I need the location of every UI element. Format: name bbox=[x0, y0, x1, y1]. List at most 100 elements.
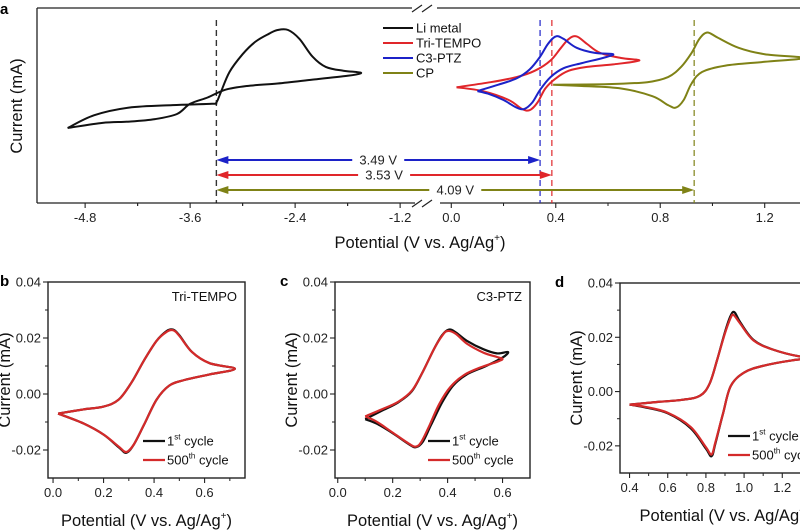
voltage-gap-label: 3.49 V bbox=[359, 153, 397, 168]
x-axis-title-main: Potential (V vs. Ag/Ag bbox=[347, 512, 507, 530]
legend-label-li-metal: Li metal bbox=[416, 21, 462, 36]
legend-label-1st-cycle: 1st cycle bbox=[752, 428, 799, 444]
panel-c: c 0.0 0.2 0.4 0.6 -0.02 0.00 0.02 0.04 C3-PTZ 1st … bbox=[280, 273, 531, 530]
y-tick-label: 0.00 bbox=[588, 384, 613, 399]
y-tick-label: 0.04 bbox=[588, 276, 613, 291]
x-axis-title-sup: + bbox=[221, 511, 227, 522]
panel-a-voltage-arrows: 3.49 V3.53 V 4.09 V bbox=[216, 153, 695, 198]
x-tick-label: 0.6 bbox=[493, 485, 511, 500]
x-tick-label: 0.8 bbox=[697, 480, 715, 495]
panel-letter-d: d bbox=[555, 274, 564, 291]
y-axis-title: Current (mA) bbox=[568, 330, 586, 425]
x-axis-title: Potential (V vs. Ag/Ag+) bbox=[640, 506, 800, 525]
panel-d: d0.40.60.81.01.2-0.020.000.020.04CP1st c… bbox=[555, 274, 800, 525]
x-tick-label: 0.0 bbox=[442, 210, 460, 225]
y-tick-label: 0.02 bbox=[303, 331, 328, 346]
x-tick-label: 0.0 bbox=[329, 485, 347, 500]
y-tick-label: 0.04 bbox=[303, 275, 328, 290]
y-tick-label: -0.02 bbox=[583, 438, 613, 453]
axis-break-mark-bottom bbox=[411, 199, 423, 208]
plot-frame bbox=[47, 281, 246, 479]
series-500th-cycle bbox=[364, 329, 504, 448]
legend-label-1st-cycle: 1st cycle bbox=[452, 433, 499, 449]
x-tick-label: 1.0 bbox=[735, 480, 753, 495]
panel-a-frame bbox=[36, 4, 800, 208]
legend-label-main: 500 bbox=[752, 448, 774, 463]
legend-label-main: 500 bbox=[452, 453, 474, 468]
legend-label-tail: cycle bbox=[195, 453, 228, 468]
arrow-head-right bbox=[528, 156, 541, 164]
voltage-gap-label: 3.53 V bbox=[365, 168, 403, 183]
legend-label-main: 1 bbox=[167, 434, 174, 449]
legend-label-500th-cycle: 500th cycle bbox=[452, 452, 514, 468]
x-tick-label: 1.2 bbox=[773, 480, 791, 495]
x-tick-label: 0.0 bbox=[44, 485, 62, 500]
panel-a: a -4.8 -3.6 -2.4 -1.2 0.0 0.4 0.8 1.2 3.49 V3.5… bbox=[0, 1, 800, 252]
series-tri-tempo bbox=[456, 35, 641, 112]
legend-label-tail: cycle bbox=[480, 453, 513, 468]
legend-label-c3-ptz: C3-PTZ bbox=[416, 51, 462, 66]
x-axis-title-tail: ) bbox=[512, 512, 518, 530]
panel-letter-a: a bbox=[0, 1, 9, 18]
series-500th-cycle bbox=[57, 328, 236, 454]
x-axis-title: Potential (V vs. Ag/Ag+) bbox=[61, 511, 232, 530]
plot-frame bbox=[619, 282, 800, 474]
y-tick-label: 0.02 bbox=[16, 331, 41, 346]
legend-label-500th-cycle: 500th cycle bbox=[752, 447, 800, 463]
legend-label-sup: th bbox=[774, 447, 781, 456]
legend-label-main: 1 bbox=[752, 429, 759, 444]
panel-a-series bbox=[67, 28, 800, 129]
y-tick-label: 0.00 bbox=[16, 387, 41, 402]
legend-label-cp: CP bbox=[416, 66, 434, 81]
plot-frame bbox=[334, 281, 531, 479]
panel-a-x-axis-title: Potential (V vs. Ag/Ag+) bbox=[335, 233, 506, 252]
legend-label-sup: st bbox=[759, 428, 766, 437]
x-tick-label: 0.4 bbox=[439, 485, 457, 500]
x-axis-title-sup: + bbox=[494, 233, 500, 244]
x-axis-title-main: Potential (V vs. Ag/Ag bbox=[335, 234, 495, 252]
x-axis-title-sup: + bbox=[507, 511, 513, 522]
x-tick-label: 0.6 bbox=[196, 485, 214, 500]
legend-label-sup: st bbox=[174, 433, 181, 442]
x-tick-label: 0.6 bbox=[659, 480, 677, 495]
y-tick-label: 0.04 bbox=[16, 275, 41, 290]
x-tick-label: 0.4 bbox=[547, 210, 565, 225]
series-500th-cycle bbox=[629, 313, 800, 456]
x-tick-label: 0.2 bbox=[95, 485, 113, 500]
panel-letter-c: c bbox=[280, 273, 288, 290]
x-axis-title-tail: ) bbox=[500, 234, 506, 252]
panel-a-x-ticks: -4.8 -3.6 -2.4 -1.2 0.0 0.4 0.8 1.2 bbox=[74, 203, 774, 225]
legend-label-sup: th bbox=[474, 452, 481, 461]
y-axis-title: Current (mA) bbox=[0, 332, 14, 427]
panel-b: b 0.0 0.2 0.4 0.6 -0.02 0.00 0.02 0.04 Tri-TEMPO 1… bbox=[0, 273, 246, 530]
y-tick-label: 0.02 bbox=[588, 330, 613, 345]
series-cp bbox=[553, 31, 800, 109]
arrow-head-left bbox=[216, 171, 229, 179]
legend-label-main: 500 bbox=[167, 453, 189, 468]
legend-label-sup: th bbox=[189, 452, 196, 461]
voltage-gap-label: 4.09 V bbox=[436, 183, 474, 198]
legend-label-tail: cycle bbox=[465, 434, 498, 449]
x-axis-title-main: Potential (V vs. Ag/Ag bbox=[640, 507, 800, 525]
x-axis-title-main: Potential (V vs. Ag/Ag bbox=[61, 512, 221, 530]
legend-label-sup: st bbox=[459, 433, 466, 442]
x-axis-title: Potential (V vs. Ag/Ag+) bbox=[347, 511, 518, 530]
legend-label-main: 1 bbox=[452, 434, 459, 449]
series-c3-ptz bbox=[477, 35, 615, 111]
arrow-head-left bbox=[216, 186, 229, 194]
x-tick-label: 1.2 bbox=[756, 210, 774, 225]
axis-break-mark-top bbox=[411, 4, 423, 13]
arrow-head-left bbox=[216, 156, 229, 164]
x-tick-label: -4.8 bbox=[74, 210, 96, 225]
panel-a-y-axis-title: Current (mA) bbox=[8, 58, 26, 153]
legend-label-tail: cycle bbox=[180, 434, 213, 449]
x-tick-label: -3.6 bbox=[179, 210, 201, 225]
inset-title: Tri-TEMPO bbox=[172, 289, 237, 304]
arrow-head-right bbox=[682, 186, 695, 194]
series-li-metal bbox=[67, 28, 363, 129]
legend-label-tail: cycle bbox=[765, 429, 798, 444]
y-tick-label: -0.02 bbox=[11, 443, 41, 458]
x-tick-label: -2.4 bbox=[284, 210, 306, 225]
